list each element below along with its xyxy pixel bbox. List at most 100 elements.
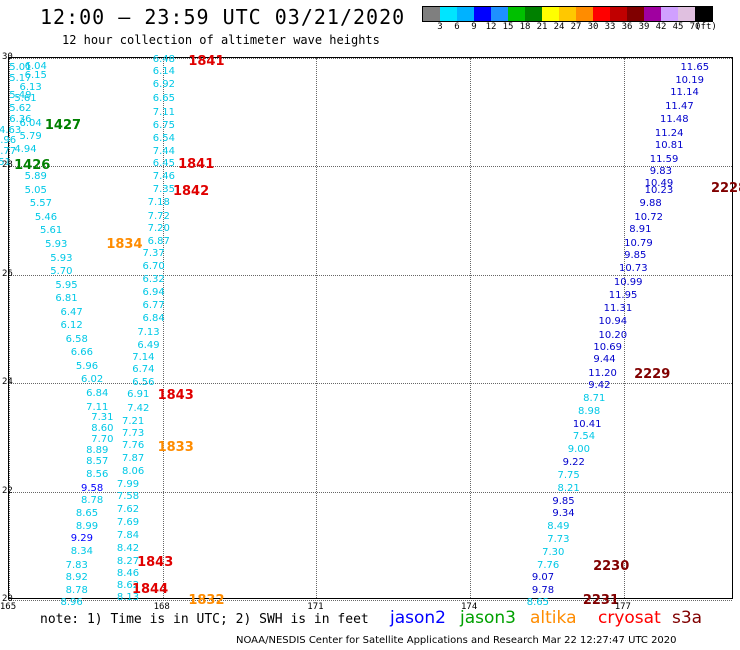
wave-height-value: 7.54	[572, 431, 596, 443]
wave-height-value: 7.84	[116, 530, 140, 542]
wave-height-value: 6.36	[9, 114, 32, 126]
grid-line-latitude	[9, 383, 732, 385]
wave-height-value: 5.61	[39, 225, 63, 237]
wave-height-value: 7.21	[121, 415, 145, 427]
wave-height-value: 6.84	[142, 312, 165, 324]
wave-height-value: 7.11	[86, 401, 109, 413]
wave-height-value: 8.46	[116, 567, 140, 579]
wave-height-value: 7.46	[152, 170, 175, 182]
pass-time-label: 1833	[157, 440, 194, 456]
wave-height-value: 7.13	[137, 326, 160, 338]
page-title: 12:00 – 23:59 UTC 03/21/2020	[40, 5, 406, 29]
wave-height-value: 8.78	[80, 495, 104, 507]
pass-time-label: 1843	[157, 388, 194, 404]
x-tick-label: 174	[460, 602, 478, 612]
wave-height-value: 10.69	[593, 341, 622, 353]
pass-time-label: 2229	[634, 366, 671, 382]
color-scale-label: 21	[536, 22, 548, 32]
wave-height-value: 5.79	[19, 130, 42, 142]
x-tick-label: 168	[153, 602, 170, 612]
color-swatch	[661, 7, 678, 21]
x-tick-label: 165	[0, 602, 17, 612]
wave-height-value: 11.24	[654, 127, 684, 139]
wave-height-value: 6.70	[142, 260, 165, 272]
wave-height-value: 6.32	[142, 273, 165, 285]
color-swatch	[559, 7, 576, 21]
wave-height-value: 9.22	[562, 457, 585, 469]
grid-line-latitude	[9, 491, 732, 493]
wave-height-value: 8.34	[70, 546, 93, 558]
wave-height-value: 7.35	[152, 184, 175, 196]
wave-height-value: 11.14	[670, 87, 699, 99]
color-scale-label: 15	[502, 22, 514, 32]
wave-height-value: 6.77	[142, 300, 165, 312]
wave-height-value: 8.13	[116, 592, 140, 604]
credit-line: NOAA/NESDIS Center for Satellite Applica…	[236, 635, 677, 646]
footnote: note: 1) Time is in UTC; 2) SWH is in fe…	[40, 612, 369, 627]
wave-height-value: 5.95	[55, 279, 78, 291]
wave-height-value: 10.23	[644, 184, 674, 196]
color-scale-label: 6	[454, 22, 460, 32]
color-swatch	[525, 7, 542, 21]
color-swatch	[440, 7, 457, 21]
wave-height-value: 10.73	[618, 263, 648, 275]
wave-height-value: 6.13	[19, 81, 42, 93]
x-tick-label: 177	[614, 602, 631, 612]
wave-height-value: 4.96	[0, 134, 17, 146]
color-scale-label: 45	[672, 22, 684, 32]
wave-height-value: 9.83	[649, 165, 672, 177]
y-tick-label: 26	[2, 268, 13, 279]
wave-height-value: 5.61	[14, 92, 37, 104]
wave-height-value: 6.15	[24, 69, 47, 81]
wave-height-value: 9.42	[588, 379, 611, 391]
wave-height-value: 7.76	[536, 560, 560, 572]
wave-height-value: 4.94	[14, 144, 37, 156]
wave-height-value: 7.37	[142, 248, 165, 260]
grid-line-longitude	[623, 58, 625, 598]
pass-time-label: 1832	[188, 593, 225, 608]
wave-height-value: 8.56	[86, 469, 109, 481]
page-subtitle: 12 hour collection of altimeter wave hei…	[62, 33, 380, 47]
wave-height-value: 7.42	[127, 402, 150, 414]
wave-height-value: 6.58	[65, 333, 88, 345]
wave-height-value: 5.89	[24, 171, 47, 183]
wave-height-value: 6.04	[19, 118, 42, 130]
wave-height-value: 5.96	[75, 360, 99, 372]
wave-height-value: 8.89	[86, 444, 109, 456]
legend-entry-s3a: s3a	[672, 608, 703, 628]
color-swatch	[423, 7, 440, 21]
color-swatch	[644, 7, 661, 21]
wave-height-value: 10.41	[572, 419, 602, 431]
grid-line-longitude	[316, 58, 318, 598]
pass-time-label: 1426	[14, 157, 51, 173]
y-tick-label: 28	[2, 160, 13, 171]
wave-height-value: 8.99	[75, 520, 99, 532]
color-swatch	[474, 7, 491, 21]
map-plot-area: 6.48 6.14 6.92 6.65 7.11 6.75 6.54 7.44 6.45 7.46…	[0, 54, 740, 608]
wave-height-value: 6.94	[142, 287, 165, 299]
wave-height-value: 9.88	[639, 198, 662, 210]
wave-height-value: 8.42	[116, 542, 140, 554]
wave-height-value: 7.99	[116, 478, 140, 490]
wave-height-value: 8.71	[583, 392, 606, 404]
pass-time-label: 2228	[710, 181, 740, 197]
legend-entry-altika: altika	[530, 608, 577, 628]
wave-height-value: 8.60	[91, 423, 114, 435]
wave-height-value: 6.74	[132, 364, 155, 376]
wave-height-value: 11.31	[603, 302, 633, 314]
wave-height-value: 5.01	[9, 62, 32, 74]
wave-height-value: 10.19	[675, 74, 704, 86]
wave-height-value: 7.44	[152, 145, 175, 157]
wave-height-value: 7.62	[116, 504, 140, 516]
wave-height-value: 8.65	[75, 508, 99, 520]
wave-height-value: 6.92	[152, 79, 175, 91]
wave-height-value: 8.78	[65, 584, 88, 596]
color-scale-label: (ft)	[695, 22, 717, 32]
wave-height-value: 6.65	[152, 92, 175, 104]
wave-height-value: 8.91	[629, 224, 652, 236]
wave-height-value: 9.34	[552, 508, 575, 520]
wave-height-value: 6.81	[55, 293, 78, 305]
wave-height-value: 6.87	[147, 236, 170, 248]
wave-height-value: 6.04	[24, 60, 47, 72]
color-scale-label: 33	[604, 22, 616, 32]
